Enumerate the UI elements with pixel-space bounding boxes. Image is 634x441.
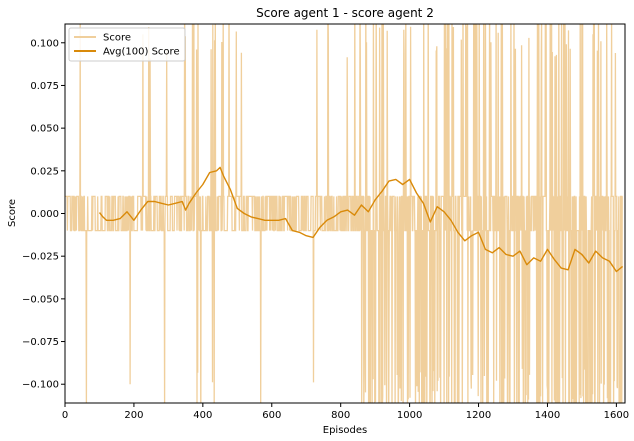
x-tick-label: 1200 [466, 410, 491, 421]
x-tick-label: 0 [62, 410, 68, 421]
score-series [65, 24, 623, 403]
score-line [65, 24, 623, 403]
avg-score-series [98, 166, 624, 273]
x-tick-label: 600 [262, 410, 281, 421]
y-axis-label: Score [7, 199, 18, 227]
x-axis: 0 200 400 600 800 1000 1200 1400 1600 [62, 403, 629, 421]
x-tick-label: 1400 [535, 410, 560, 421]
plot-area [65, 24, 624, 403]
y-axis: −0.100 −0.075 −0.050 −0.025 0.000 0.025 0.050 0… [22, 38, 65, 391]
x-tick-label: 1600 [604, 410, 629, 421]
legend: Score Avg(100) Score [68, 27, 186, 62]
y-tick-label: 0.050 [30, 124, 59, 135]
legend-box [68, 27, 186, 62]
y-tick-label: 0.000 [30, 209, 59, 220]
y-tick-label: −0.025 [22, 252, 59, 263]
y-tick-label: −0.100 [22, 380, 59, 391]
legend-label-score: Score [103, 33, 131, 44]
y-tick-label: 0.075 [30, 81, 59, 92]
y-tick-label: 0.100 [30, 38, 59, 49]
y-tick-label: 0.025 [30, 166, 59, 177]
y-tick-label: −0.075 [22, 337, 59, 348]
y-tick-label: −0.050 [22, 294, 59, 305]
x-tick-label: 800 [331, 410, 350, 421]
chart-title: Score agent 1 - score agent 2 [256, 6, 434, 20]
x-tick-label: 1000 [397, 410, 422, 421]
x-tick-label: 200 [124, 410, 143, 421]
x-axis-label: Episodes [323, 425, 367, 436]
avg-score-line [98, 166, 624, 273]
x-tick-label: 400 [193, 410, 212, 421]
legend-label-avg-score: Avg(100) Score [103, 47, 180, 58]
